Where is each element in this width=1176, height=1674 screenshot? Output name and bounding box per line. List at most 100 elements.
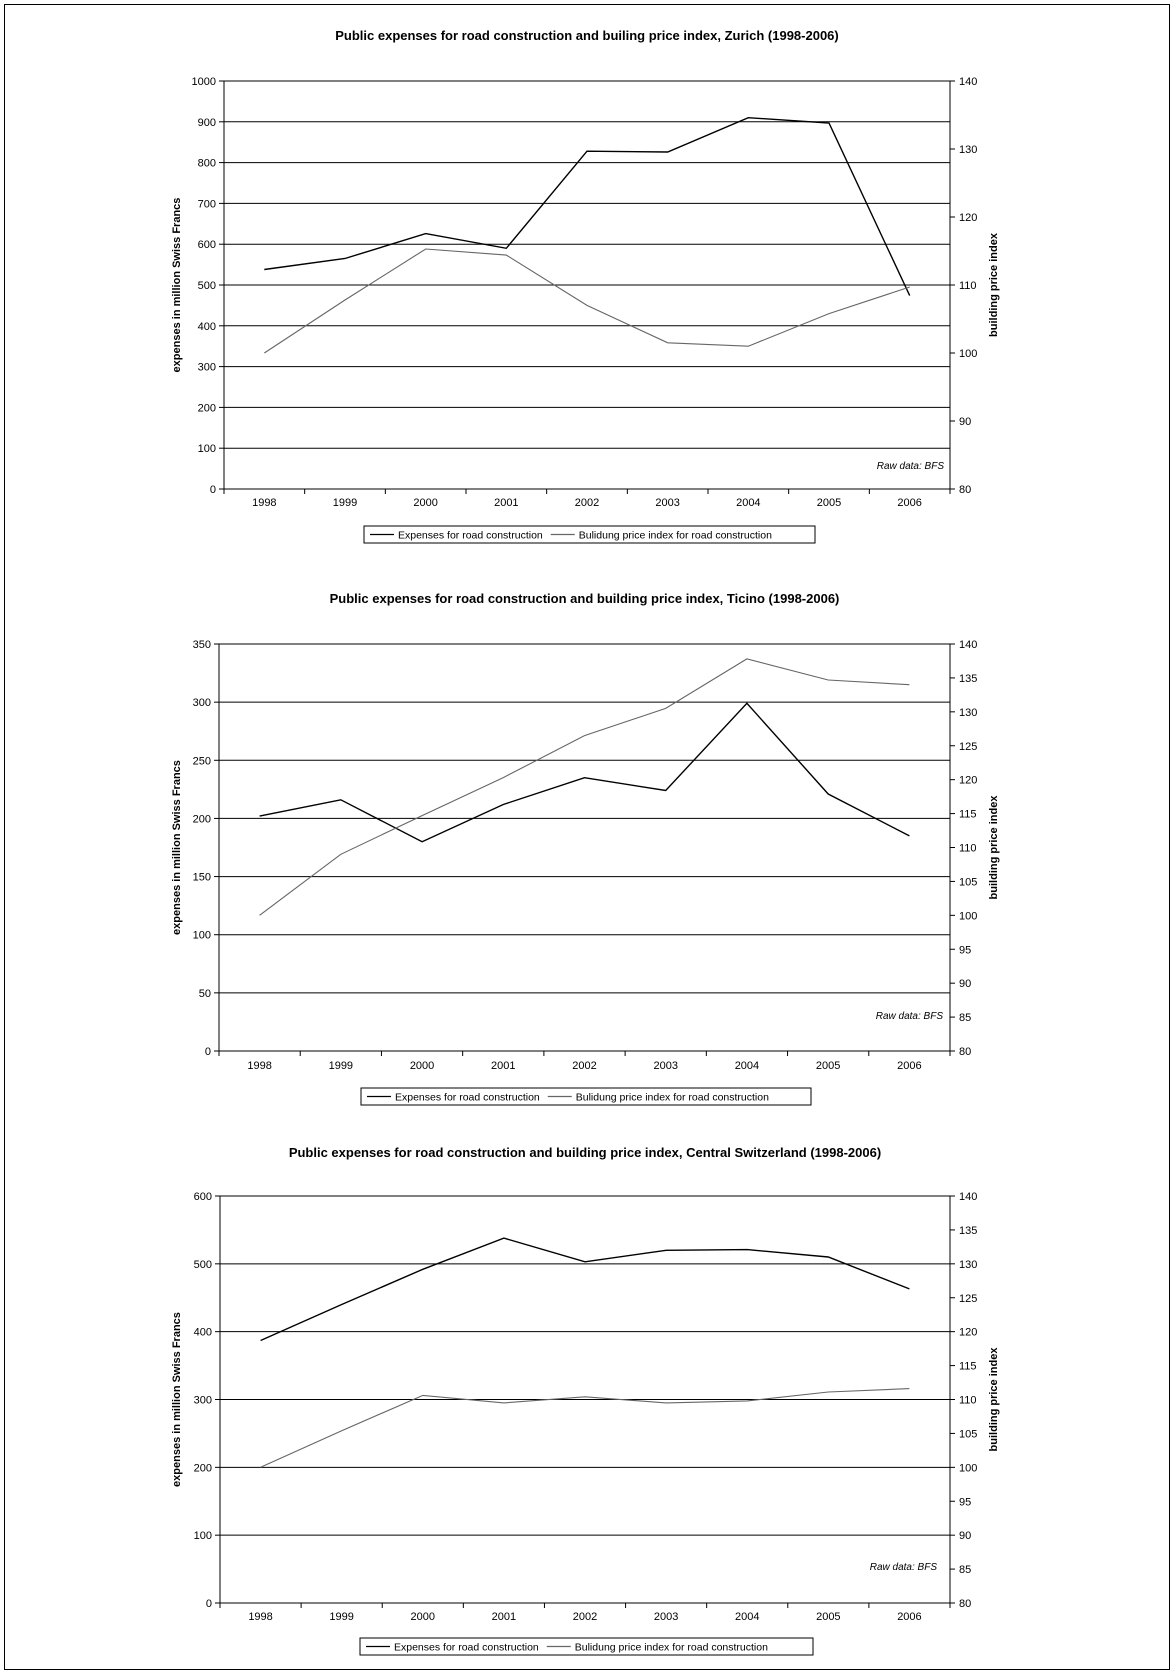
y-tick-label: 100 (198, 443, 216, 455)
y-tick-label: 400 (198, 321, 216, 333)
legend-label: Expenses for road construction (395, 1092, 540, 1104)
y2-tick-label: 110 (959, 1395, 977, 1407)
y-tick-label: 1000 (192, 76, 216, 88)
series-line-price-index (260, 1388, 910, 1468)
y2-tick-label: 80 (959, 484, 971, 496)
y2-tick-label: 105 (959, 1428, 977, 1440)
y-tick-label: 0 (205, 1046, 211, 1058)
x-tick-label: 1999 (329, 1060, 353, 1072)
legend-box (359, 1637, 814, 1656)
y-tick-label: 500 (194, 1259, 212, 1271)
y2-tick-label: 140 (959, 639, 977, 651)
y2-tick-label: 140 (959, 76, 977, 88)
y2-tick-label: 135 (959, 1225, 977, 1237)
y-tick-label: 200 (198, 402, 216, 414)
legend-label: Expenses for road construction (394, 1642, 539, 1654)
x-tick-label: 2003 (654, 1611, 678, 1623)
y2-axis-label: building price index (988, 795, 1000, 900)
y-tick-label: 500 (198, 280, 216, 292)
y2-tick-label: 125 (959, 1293, 977, 1305)
x-tick-label: 2003 (655, 497, 679, 509)
y2-tick-label: 85 (959, 1012, 971, 1024)
y2-tick-label: 130 (959, 144, 977, 156)
y2-tick-label: 80 (959, 1046, 971, 1058)
figure-frame (4, 4, 1170, 1670)
y2-tick-label: 120 (959, 1327, 977, 1339)
y2-tick-label: 115 (959, 1361, 977, 1373)
y-tick-label: 600 (198, 239, 216, 251)
legend: Expenses for road construction Bulidung p… (363, 525, 816, 544)
x-tick-label: 2004 (735, 1060, 759, 1072)
y2-tick-label: 85 (959, 1564, 971, 1576)
y-tick-label: 100 (194, 1530, 212, 1542)
y2-tick-label: 100 (959, 910, 977, 922)
series-line-price-index (259, 658, 910, 916)
series-line-expenses (259, 702, 910, 843)
legend: Expenses for road construction Bulidung p… (360, 1087, 812, 1106)
y2-tick-label: 100 (959, 348, 977, 360)
legend-label: Bulidung price index for road constructi… (576, 1092, 769, 1104)
y2-tick-label: 95 (959, 944, 971, 956)
series-line-expenses (264, 116, 911, 296)
x-tick-label: 2001 (491, 1060, 515, 1072)
y2-tick-label: 125 (959, 741, 977, 753)
x-tick-label: 2000 (410, 1060, 434, 1072)
y-tick-label: 900 (198, 117, 216, 129)
y-tick-label: 700 (198, 198, 216, 210)
y-tick-label: 150 (193, 872, 211, 884)
y2-tick-label: 120 (959, 212, 977, 224)
y2-tick-label: 110 (959, 280, 977, 292)
x-tick-label: 2006 (897, 497, 921, 509)
x-tick-label: 1998 (248, 1611, 272, 1623)
legend-label: Bulidung price index for road constructi… (579, 530, 772, 542)
legend-label: Expenses for road construction (398, 530, 543, 542)
x-tick-label: 1999 (329, 1611, 353, 1623)
x-tick-label: 2003 (653, 1060, 677, 1072)
y2-tick-label: 90 (959, 416, 971, 428)
chart-1: Public expenses for road construction an… (171, 28, 1000, 544)
y-tick-label: 400 (194, 1327, 212, 1339)
y-tick-label: 250 (193, 755, 211, 767)
x-tick-label: 2002 (573, 1611, 597, 1623)
y2-tick-label: 130 (959, 707, 977, 719)
x-tick-label: 2001 (492, 1611, 516, 1623)
y2-tick-label: 95 (959, 1496, 971, 1508)
x-tick-label: 2002 (575, 497, 599, 509)
y-tick-label: 600 (194, 1191, 212, 1203)
chart-2: Public expenses for road construction an… (171, 591, 1000, 1106)
y2-tick-label: 90 (959, 1530, 971, 1542)
y2-tick-label: 100 (959, 1462, 977, 1474)
y-tick-label: 200 (193, 813, 211, 825)
source-note: Raw data: BFS (870, 1562, 938, 1573)
y2-axis-label: building price index (988, 232, 1000, 337)
y2-tick-label: 110 (959, 843, 977, 855)
y2-tick-label: 80 (959, 1598, 971, 1610)
x-tick-label: 2005 (817, 497, 841, 509)
x-tick-label: 1999 (333, 497, 357, 509)
x-tick-label: 2005 (816, 1611, 840, 1623)
x-tick-label: 2000 (413, 497, 437, 509)
y-tick-label: 350 (193, 639, 211, 651)
y2-tick-label: 115 (959, 809, 977, 821)
chart-title: Public expenses for road construction an… (289, 1145, 881, 1160)
y-tick-label: 100 (193, 930, 211, 942)
y-tick-label: 50 (199, 988, 211, 1000)
y2-axis-label: building price index (988, 1347, 1000, 1452)
y2-tick-label: 120 (959, 775, 977, 787)
x-tick-label: 2005 (816, 1060, 840, 1072)
y-axis-label: expenses in million Swiss Francs (171, 198, 183, 373)
source-note: Raw data: BFS (876, 1011, 944, 1022)
source-note: Raw data: BFS (877, 461, 945, 472)
y2-tick-label: 105 (959, 876, 977, 888)
y2-tick-label: 140 (959, 1191, 977, 1203)
x-tick-label: 2006 (897, 1611, 921, 1623)
y-axis-label: expenses in million Swiss Francs (171, 1312, 183, 1487)
x-tick-label: 2004 (736, 497, 760, 509)
legend-box (363, 525, 816, 544)
y-tick-label: 800 (198, 158, 216, 170)
y-tick-label: 0 (206, 1598, 212, 1610)
x-tick-label: 1998 (247, 1060, 271, 1072)
chart-title: Public expenses for road construction an… (330, 591, 840, 606)
y-tick-label: 200 (194, 1462, 212, 1474)
